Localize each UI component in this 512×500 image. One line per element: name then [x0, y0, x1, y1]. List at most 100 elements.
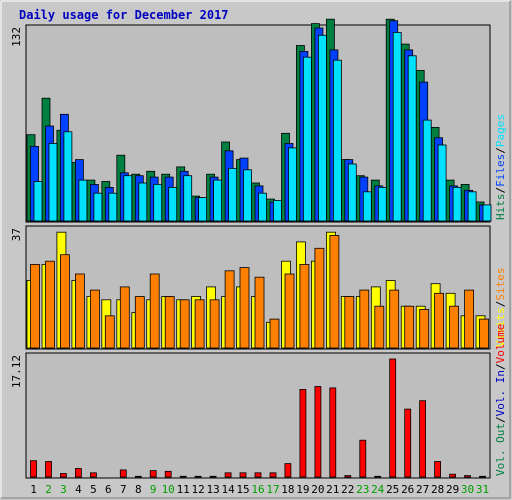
- bar-pages-day-13: [213, 179, 223, 222]
- bottom-legend-label: Vol. Out/Vol. In/Volume: [494, 324, 507, 476]
- bar-pages-day-31: [482, 204, 492, 222]
- bar-sites-day-15: [239, 267, 250, 349]
- bar-sites-day-8: [134, 296, 145, 349]
- bar-sites-day-25: [389, 289, 400, 349]
- bar-pages-day-1: [33, 181, 43, 222]
- bar-pages-day-19: [302, 56, 312, 222]
- x-label-day-20: 20: [311, 483, 324, 496]
- bar-sites-day-4: [75, 273, 85, 349]
- x-label-day-4: 4: [75, 483, 82, 496]
- bar-sites-day-31: [479, 318, 489, 349]
- bar-sites-day-19: [299, 263, 310, 349]
- legend-: /: [494, 416, 507, 423]
- bar-pages-day-8: [138, 182, 148, 222]
- legend-: /: [494, 187, 507, 194]
- bar-sites-day-12: [194, 299, 205, 349]
- x-label-day-10: 10: [162, 483, 175, 496]
- bar-sites-day-22: [344, 296, 355, 349]
- x-label-day-19: 19: [296, 483, 309, 496]
- x-label-day-7: 7: [120, 483, 127, 496]
- x-label-day-31: 31: [476, 483, 489, 496]
- x-label-day-8: 8: [135, 483, 142, 496]
- x-label-day-12: 12: [191, 483, 204, 496]
- bar-pages-day-22: [347, 163, 357, 222]
- bar-pages-day-4: [78, 179, 88, 222]
- bar-pages-day-6: [108, 192, 118, 222]
- bar-pages-day-2: [48, 143, 58, 222]
- bar-sites-day-30: [464, 289, 475, 349]
- bar-volume-day-29: [449, 473, 457, 478]
- legend-visits: Visits: [494, 307, 507, 347]
- bar-pages-day-25: [392, 32, 402, 222]
- top-legend-label: Hits/Files/Pages: [494, 114, 507, 220]
- bar-sites-day-24: [374, 305, 385, 349]
- bar-volume-day-22: [344, 475, 352, 478]
- bar-sites-day-14: [224, 270, 235, 349]
- chart-panels: 132 37 17.12: [10, 18, 492, 479]
- legend-: /: [494, 301, 507, 308]
- middle-ymax-label: 37: [10, 228, 23, 241]
- bar-volume-day-12: [194, 475, 202, 478]
- bar-volume-day-20: [314, 386, 322, 478]
- bar-volume-day-8: [134, 475, 142, 478]
- bar-volume-day-7: [119, 469, 127, 478]
- bar-pages-day-30: [467, 191, 477, 222]
- top-panel: 132: [10, 18, 492, 223]
- bar-volume-day-27: [419, 400, 427, 478]
- legend-: /: [494, 147, 507, 154]
- x-label-day-1: 1: [30, 483, 37, 496]
- bar-pages-day-16: [258, 192, 267, 222]
- x-label-day-6: 6: [105, 483, 112, 496]
- bar-volume-day-13: [209, 475, 217, 478]
- bar-sites-day-1: [30, 263, 40, 349]
- bar-pages-day-26: [407, 55, 417, 222]
- bar-pages-day-12: [198, 197, 208, 222]
- bar-volume-day-1: [30, 460, 37, 478]
- x-label-day-28: 28: [431, 483, 444, 496]
- bar-volume-day-19: [299, 388, 307, 478]
- x-label-day-23: 23: [356, 483, 369, 496]
- x-label-day-11: 11: [177, 483, 190, 496]
- bar-volume-day-4: [75, 468, 82, 478]
- bar-sites-day-13: [209, 299, 220, 349]
- x-label-day-26: 26: [401, 483, 414, 496]
- bar-pages-day-17: [273, 200, 282, 222]
- x-label-day-5: 5: [90, 483, 97, 496]
- x-label-day-17: 17: [266, 483, 279, 496]
- legend-pages: Pages: [494, 114, 507, 147]
- bar-pages-day-3: [63, 131, 73, 222]
- bar-sites-day-16: [254, 276, 265, 349]
- bar-sites-day-11: [179, 299, 190, 349]
- bar-volume-day-21: [329, 387, 337, 478]
- bar-volume-day-26: [404, 408, 412, 478]
- bar-volume-day-3: [60, 473, 67, 478]
- x-label-day-9: 9: [150, 483, 157, 496]
- bar-volume-day-5: [90, 472, 97, 478]
- bar-sites-day-7: [119, 286, 130, 349]
- bar-sites-day-2: [45, 260, 55, 349]
- bar-sites-day-18: [284, 273, 295, 349]
- x-label-day-14: 14: [221, 483, 235, 496]
- bar-volume-day-28: [434, 461, 442, 478]
- bottom-panel: 17.12: [10, 352, 491, 479]
- x-label-day-18: 18: [281, 483, 294, 496]
- legend-files: Files: [494, 154, 507, 187]
- bar-volume-day-24: [374, 475, 382, 478]
- bar-volume-day-16: [254, 472, 262, 478]
- x-label-day-29: 29: [446, 483, 459, 496]
- legend-vol-out: Vol. Out: [494, 423, 507, 476]
- bar-volume-day-23: [359, 439, 367, 478]
- bar-volume-day-18: [284, 463, 292, 478]
- bar-sites-day-29: [449, 305, 460, 349]
- middle-panel: 37: [10, 225, 491, 350]
- bar-volume-day-9: [149, 470, 157, 478]
- bar-sites-day-3: [60, 254, 70, 349]
- bar-volume-day-31: [479, 475, 486, 478]
- legend-volume: Volume: [494, 324, 507, 364]
- bar-pages-day-15: [243, 169, 252, 222]
- bar-pages-day-27: [422, 119, 432, 222]
- bar-volume-day-30: [464, 475, 471, 478]
- bar-sites-day-23: [359, 289, 370, 349]
